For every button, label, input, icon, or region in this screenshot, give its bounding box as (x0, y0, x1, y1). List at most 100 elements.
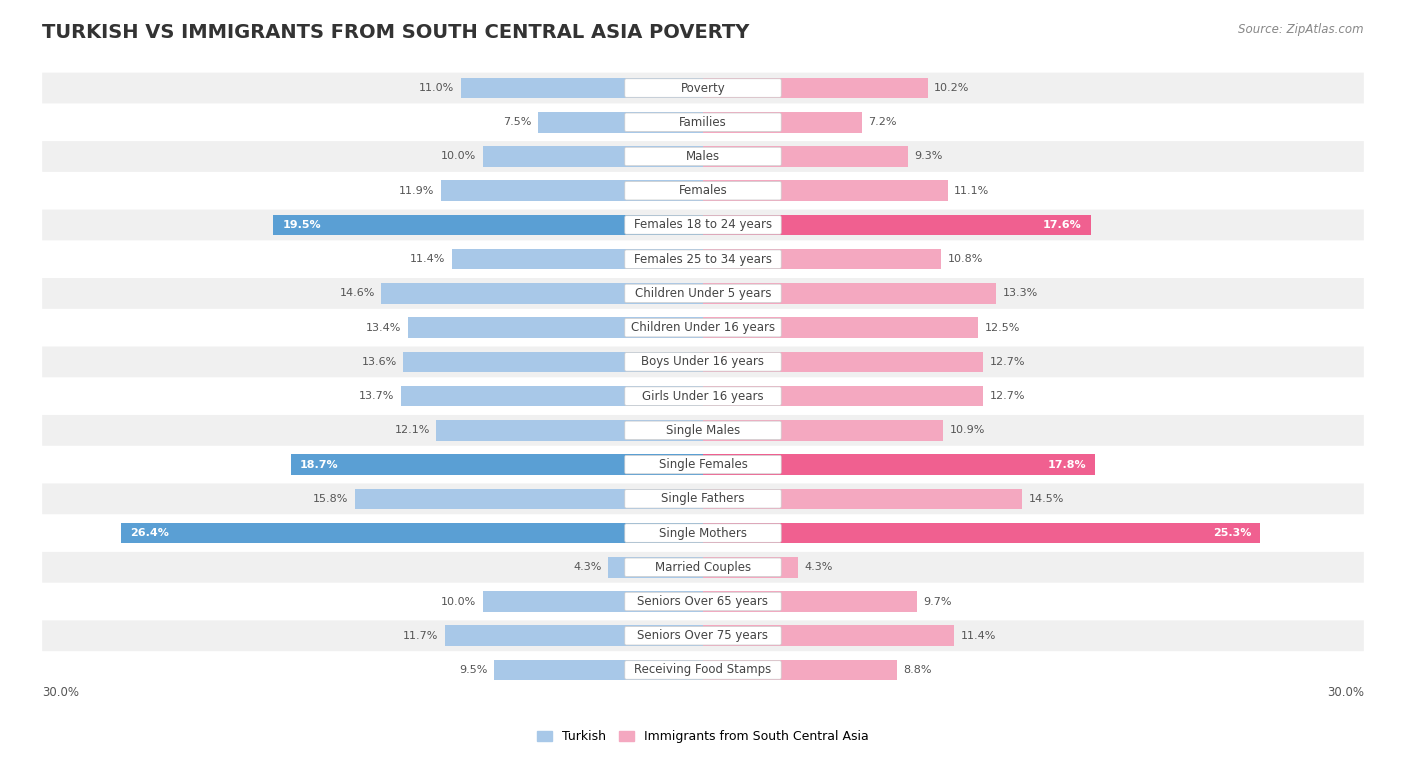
Bar (703, 557, 797, 578)
Bar (703, 352, 983, 372)
FancyBboxPatch shape (624, 216, 782, 234)
Text: TURKISH VS IMMIGRANTS FROM SOUTH CENTRAL ASIA POVERTY: TURKISH VS IMMIGRANTS FROM SOUTH CENTRAL… (42, 23, 749, 42)
Bar (703, 625, 955, 646)
Bar (121, 523, 703, 543)
Bar (703, 489, 1022, 509)
Bar (436, 420, 703, 440)
Legend: Turkish, Immigrants from South Central Asia: Turkish, Immigrants from South Central A… (533, 725, 873, 748)
Bar (703, 283, 995, 304)
Text: Seniors Over 75 years: Seniors Over 75 years (637, 629, 769, 642)
Text: 8.8%: 8.8% (904, 665, 932, 675)
Text: 26.4%: 26.4% (131, 528, 169, 538)
Bar (609, 557, 703, 578)
FancyBboxPatch shape (42, 175, 1364, 206)
FancyBboxPatch shape (42, 484, 1364, 514)
Text: 7.5%: 7.5% (503, 117, 531, 127)
Text: 30.0%: 30.0% (42, 686, 79, 699)
FancyBboxPatch shape (42, 586, 1364, 617)
Text: 11.9%: 11.9% (399, 186, 434, 196)
Bar (482, 146, 703, 167)
Bar (461, 78, 703, 99)
FancyBboxPatch shape (42, 620, 1364, 651)
Text: 10.8%: 10.8% (948, 254, 983, 265)
FancyBboxPatch shape (42, 415, 1364, 446)
Text: 7.2%: 7.2% (868, 117, 897, 127)
FancyBboxPatch shape (42, 655, 1364, 685)
Text: 11.4%: 11.4% (960, 631, 995, 641)
Text: 4.3%: 4.3% (574, 562, 602, 572)
Text: 30.0%: 30.0% (1327, 686, 1364, 699)
FancyBboxPatch shape (42, 278, 1364, 309)
FancyBboxPatch shape (42, 552, 1364, 583)
Text: 14.6%: 14.6% (339, 289, 375, 299)
FancyBboxPatch shape (42, 312, 1364, 343)
Text: 9.7%: 9.7% (924, 597, 952, 606)
FancyBboxPatch shape (42, 141, 1364, 172)
Bar (494, 659, 703, 680)
Bar (381, 283, 703, 304)
FancyBboxPatch shape (624, 387, 782, 406)
Text: 19.5%: 19.5% (283, 220, 321, 230)
Bar (446, 625, 703, 646)
Bar (703, 180, 948, 201)
Bar (703, 249, 941, 269)
FancyBboxPatch shape (624, 113, 782, 131)
Bar (703, 386, 983, 406)
Text: Single Fathers: Single Fathers (661, 492, 745, 506)
Text: Receiving Food Stamps: Receiving Food Stamps (634, 663, 772, 676)
Text: 13.7%: 13.7% (360, 391, 395, 401)
Text: Boys Under 16 years: Boys Under 16 years (641, 356, 765, 368)
FancyBboxPatch shape (624, 421, 782, 440)
FancyBboxPatch shape (624, 558, 782, 577)
Text: 12.5%: 12.5% (986, 323, 1021, 333)
Bar (703, 112, 862, 133)
FancyBboxPatch shape (624, 250, 782, 268)
Text: Single Males: Single Males (666, 424, 740, 437)
Text: Married Couples: Married Couples (655, 561, 751, 574)
Text: 11.1%: 11.1% (955, 186, 990, 196)
Text: Families: Families (679, 116, 727, 129)
Text: 17.6%: 17.6% (1043, 220, 1081, 230)
Text: 10.9%: 10.9% (949, 425, 986, 435)
FancyBboxPatch shape (624, 661, 782, 679)
FancyBboxPatch shape (624, 181, 782, 200)
Text: 13.4%: 13.4% (366, 323, 401, 333)
Bar (354, 489, 703, 509)
Bar (703, 146, 908, 167)
FancyBboxPatch shape (624, 79, 782, 97)
FancyBboxPatch shape (624, 456, 782, 474)
Bar (703, 78, 928, 99)
Bar (703, 420, 943, 440)
Text: 9.5%: 9.5% (458, 665, 486, 675)
Text: Females: Females (679, 184, 727, 197)
FancyBboxPatch shape (42, 244, 1364, 274)
Bar (703, 454, 1095, 475)
FancyBboxPatch shape (42, 73, 1364, 103)
Text: 17.8%: 17.8% (1047, 459, 1087, 469)
FancyBboxPatch shape (42, 107, 1364, 138)
Text: 4.3%: 4.3% (804, 562, 832, 572)
Text: 9.3%: 9.3% (914, 152, 943, 161)
Text: 13.6%: 13.6% (361, 357, 396, 367)
Text: 11.0%: 11.0% (419, 83, 454, 93)
Bar (401, 386, 703, 406)
Bar (703, 523, 1260, 543)
FancyBboxPatch shape (42, 346, 1364, 377)
Text: 13.3%: 13.3% (1002, 289, 1038, 299)
Text: Males: Males (686, 150, 720, 163)
FancyBboxPatch shape (624, 284, 782, 302)
Bar (451, 249, 703, 269)
Text: 15.8%: 15.8% (314, 493, 349, 504)
FancyBboxPatch shape (624, 592, 782, 611)
Bar (441, 180, 703, 201)
FancyBboxPatch shape (42, 449, 1364, 480)
Text: Girls Under 16 years: Girls Under 16 years (643, 390, 763, 402)
FancyBboxPatch shape (42, 381, 1364, 412)
Bar (703, 591, 917, 612)
Bar (482, 591, 703, 612)
Text: 25.3%: 25.3% (1213, 528, 1251, 538)
Bar (404, 352, 703, 372)
FancyBboxPatch shape (624, 490, 782, 508)
Text: 10.0%: 10.0% (441, 152, 477, 161)
Bar (703, 659, 897, 680)
